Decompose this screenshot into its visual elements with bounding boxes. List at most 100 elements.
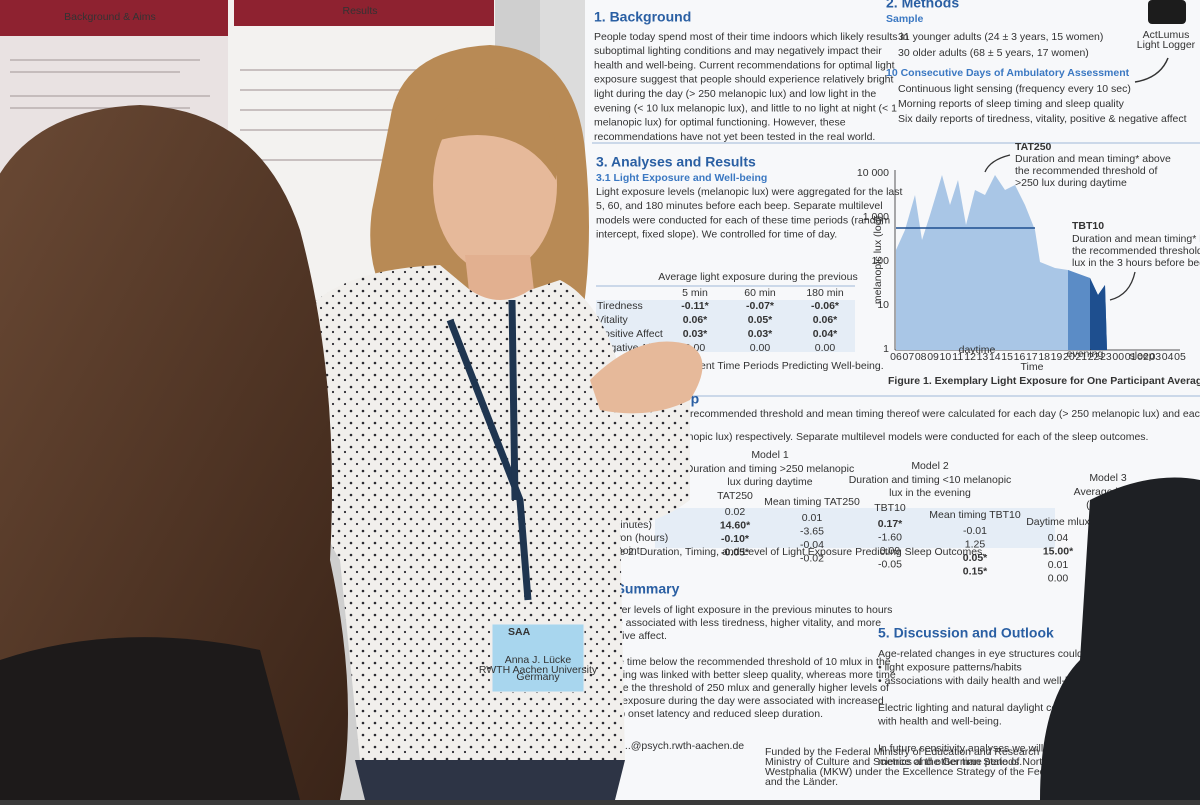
model-desc: lux in the evening <box>889 487 971 499</box>
foreground-person-hair <box>0 105 348 800</box>
model-name: Model 2 <box>911 460 949 472</box>
y-tick-label: 1 000 <box>863 211 889 223</box>
foreground-figure-right <box>1040 477 1200 800</box>
x-tick-label: 06 <box>890 351 902 363</box>
paragraph-line: suboptimal lighting conditions and may n… <box>594 45 882 57</box>
table-column: 5 min <box>682 287 708 299</box>
paragraph-line: Electric lighting and natural daylight c… <box>878 702 1057 714</box>
people <box>0 45 1200 800</box>
table-cell: 0.03* <box>683 328 708 340</box>
x-tick-label: 03 <box>1149 351 1161 363</box>
funding-line: and the Länder. <box>765 776 838 788</box>
x-tick-label: 02 <box>1137 351 1149 363</box>
x-tick-label: 12 <box>964 351 976 363</box>
x-tick-label: 13 <box>977 351 989 363</box>
x-tick-label: 09 <box>927 351 939 363</box>
paragraph-line: above the threshold of 250 mlux and gene… <box>600 682 889 694</box>
device-label: Light Logger <box>1137 39 1196 51</box>
bullet: 31 younger adults (24 ± 3 years, 15 wome… <box>898 31 1103 43</box>
x-tick-label: 04 <box>1162 351 1174 363</box>
table-cell: 0.04 <box>1048 532 1069 544</box>
paragraph-line: intercept, fixed slope). We controlled f… <box>596 229 837 241</box>
table-cell: 0.09 <box>880 545 901 557</box>
y-tick-label: 1 <box>883 343 889 355</box>
table-cell: 0.01 <box>1048 559 1069 571</box>
badge-event: SAA <box>508 626 531 638</box>
table-cell: 0.04* <box>813 328 838 340</box>
table-title: Average light exposure during the previo… <box>658 271 857 283</box>
figure-note: Duration and mean timing* below <box>1072 233 1200 245</box>
table-shade <box>655 508 1055 548</box>
paragraph-line: sleep onset latency and reduced sleep du… <box>600 708 823 720</box>
paragraph-line: health and well-being. Current recommend… <box>594 59 895 71</box>
x-tick-label: 11 <box>952 351 963 363</box>
heading: 1. Background <box>594 9 691 25</box>
x-axis-label: Time <box>1021 361 1044 373</box>
paragraph-line: In future sensitivity analyses we will <box>878 742 1043 754</box>
badge-name: Anna J. Lücke <box>505 654 572 666</box>
x-tick-label: 16 <box>1014 351 1026 363</box>
paragraph-line: evening was linked with better sleep qua… <box>600 669 896 681</box>
paragraph-line: models were conducted for each of these … <box>596 214 890 226</box>
table-cell: 0.05* <box>748 314 773 326</box>
funding-line: Ministry of Culture and Science of the G… <box>765 756 1082 768</box>
figure-label: TBT10 <box>1072 220 1104 232</box>
paragraph-line: Age-related changes in eye structures co… <box>878 648 1105 660</box>
paragraph-line: light during the day (> 250 melanopic lu… <box>594 88 876 100</box>
table-cell: -0.05* <box>721 546 750 558</box>
figure-note: lux in the 3 hours before bedtime <box>1072 257 1200 269</box>
subheading: 3.1 Light Exposure and Well-being <box>596 172 767 184</box>
paragraph-line: evening (< 10 melanopic lux) respectivel… <box>598 431 1148 443</box>
table-cell: -3.65 <box>800 525 824 537</box>
subheading: 10 Consecutive Days of Ambulatory Assess… <box>886 67 1130 79</box>
x-tick-label: 10 <box>940 351 952 363</box>
paragraph-line: • light exposure patterns/habits <box>878 661 1022 673</box>
subheading: Sample <box>886 13 924 25</box>
paragraph-line: metrics and other time periods. <box>878 756 1022 768</box>
x-tick-label: 05 <box>1174 351 1186 363</box>
heading: 5. Discussion and Outlook <box>878 625 1054 641</box>
paragraph-line: melanopic lux) for optimal functioning. … <box>594 117 846 129</box>
table-cell: -1.60 <box>878 531 902 543</box>
left-poster-heading: Background & Aims <box>64 11 156 23</box>
figure-note: the recommended threshold of <box>1015 165 1157 177</box>
table-cell: 0.00 <box>750 342 771 354</box>
bullet: Six daily reports of tiredness, vitality… <box>898 113 1187 125</box>
email: ...@psych.rwth-aachen.de <box>622 740 744 752</box>
x-tick-label: 00 <box>1112 351 1124 363</box>
table-shade <box>596 300 855 352</box>
figure-note: >250 lux during daytime <box>1015 177 1127 189</box>
x-tick-label: 20 <box>1063 351 1075 363</box>
table-cell: 0.01 <box>802 512 823 524</box>
badge-affiliation: RWTH Aachen University <box>479 664 598 676</box>
y-tick-label: 100 <box>871 255 889 267</box>
table-cell: 0.06* <box>683 314 708 326</box>
table-cell: 0.15* <box>963 565 988 577</box>
table-cell: -0.07* <box>746 300 775 312</box>
table-cell: 14.60* <box>720 519 751 531</box>
model-desc: lux during daytime <box>727 476 812 488</box>
row-label: Tiredness <box>597 300 643 312</box>
table-column: Mean timing TBT10 <box>929 509 1021 521</box>
lanyard <box>446 318 532 601</box>
table-cell: -0.01 <box>963 525 987 537</box>
funding-line: Funded by the Federal Ministry of Educat… <box>765 746 1117 758</box>
paragraph-line: were associated with less tiredness, hig… <box>599 617 881 629</box>
table-cell: 0.00 <box>815 342 836 354</box>
paragraph-line: 5, 60, and 180 minutes before each beep.… <box>596 200 883 212</box>
presenter-neck <box>465 255 535 300</box>
light-chart <box>894 154 1180 351</box>
paragraph-line: light exposure during the day were assoc… <box>600 695 884 707</box>
table-cell: -0.06* <box>811 300 840 312</box>
phase-label: daytime <box>959 344 996 356</box>
left-poster-header <box>0 0 228 36</box>
y-tick-label: 10 <box>877 299 889 311</box>
presenter-hands <box>590 341 703 414</box>
table-column: Mean timing TAT250 <box>764 496 860 508</box>
funding-line: Westphalia (MKW) under the Excellence St… <box>765 766 1124 778</box>
model-desc: Duration and timing <10 melanopic <box>849 474 1012 486</box>
row-label: Vitality <box>597 314 628 326</box>
device-icon <box>1148 0 1186 24</box>
